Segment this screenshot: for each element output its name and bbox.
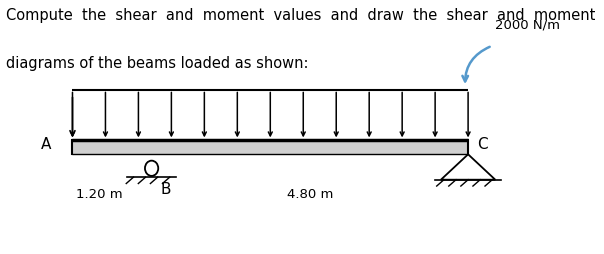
Ellipse shape — [145, 161, 158, 176]
Text: 1.20 m: 1.20 m — [76, 188, 122, 201]
Text: C: C — [477, 137, 488, 152]
Text: A: A — [41, 137, 51, 152]
Text: B: B — [161, 182, 171, 197]
Text: Compute  the  shear  and  moment  values  and  draw  the  shear  and  moment: Compute the shear and moment values and … — [6, 8, 596, 23]
Polygon shape — [441, 154, 495, 180]
Text: diagrams of the beams loaded as shown:: diagrams of the beams loaded as shown: — [6, 56, 309, 71]
Text: 2000 N/m: 2000 N/m — [495, 19, 561, 32]
Bar — [72, 140, 468, 154]
Text: 4.80 m: 4.80 m — [287, 188, 333, 201]
